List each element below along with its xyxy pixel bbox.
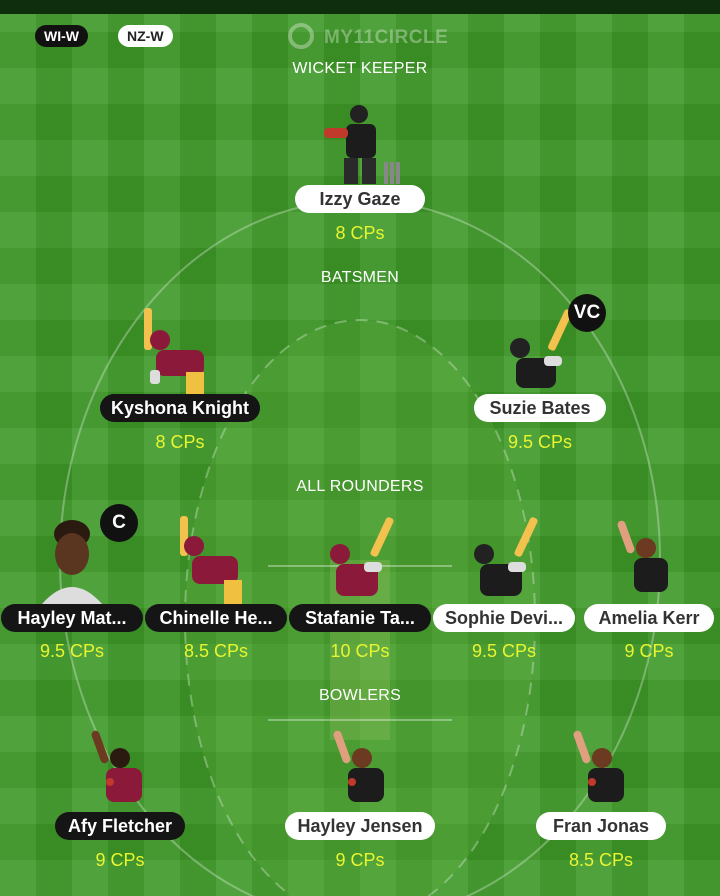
team-badge-nz-w: NZ-W <box>118 25 173 47</box>
player-credits: 9 CPs <box>95 850 145 870</box>
player-name: Stafanie Ta... <box>289 604 431 632</box>
player-name: Amelia Kerr <box>584 604 714 632</box>
player-avatar-icon <box>324 105 400 184</box>
player-name: Chinelle He... <box>145 604 287 632</box>
player-avatar-icon <box>333 730 384 802</box>
player-avatar-icon <box>573 730 624 802</box>
player-credits: 10 CPs <box>330 641 390 661</box>
player-avatar-icon <box>510 309 572 388</box>
player-avatar-icon <box>180 516 242 604</box>
player-avatar-icon <box>91 730 142 802</box>
logo-ring-icon <box>288 23 314 49</box>
player-credits: 8.5 CPs <box>183 641 249 661</box>
player-credits: 8 CPs <box>335 223 385 243</box>
logo-text: MY11CIRCLE <box>324 27 449 48</box>
player-name: Afy Fletcher <box>55 812 185 840</box>
vice-captain-badge: VC <box>568 294 606 332</box>
section-title-batsmen: BATSMEN <box>320 269 400 286</box>
team-badge-wi-w: WI-W <box>35 25 88 47</box>
player-credits: 9 CPs <box>335 850 385 870</box>
player-credits: 9.5 CPs <box>39 641 105 661</box>
player-name: Fran Jonas <box>536 812 666 840</box>
player-avatar-icon <box>330 517 394 596</box>
player-credits: 9 CPs <box>624 641 674 661</box>
top-bar <box>0 0 720 14</box>
player-name: Suzie Bates <box>474 394 606 422</box>
player-avatar-icon <box>474 517 538 596</box>
section-title-all-rounders: ALL ROUNDERS <box>296 478 424 495</box>
player-avatar-icon <box>617 520 668 592</box>
player-avatar-icon <box>42 520 102 604</box>
player-name: Hayley Mat... <box>1 604 143 632</box>
my11circle-logo: MY11CIRCLE <box>288 20 448 54</box>
player-credits: 8.5 CPs <box>568 850 634 870</box>
player-name: Hayley Jensen <box>285 812 435 840</box>
player-name: Izzy Gaze <box>295 185 425 213</box>
player-avatar-icon <box>144 308 204 394</box>
player-credits: 9.5 CPs <box>471 641 537 661</box>
player-credits: 8 CPs <box>155 432 205 452</box>
section-title-bowlers: BOWLERS <box>318 687 402 704</box>
player-name: Kyshona Knight <box>100 394 260 422</box>
captain-badge: C <box>100 504 138 542</box>
section-title-wicket-keeper: WICKET KEEPER <box>292 60 428 77</box>
player-credits: 9.5 CPs <box>507 432 573 452</box>
player-name: Sophie Devi... <box>433 604 575 632</box>
